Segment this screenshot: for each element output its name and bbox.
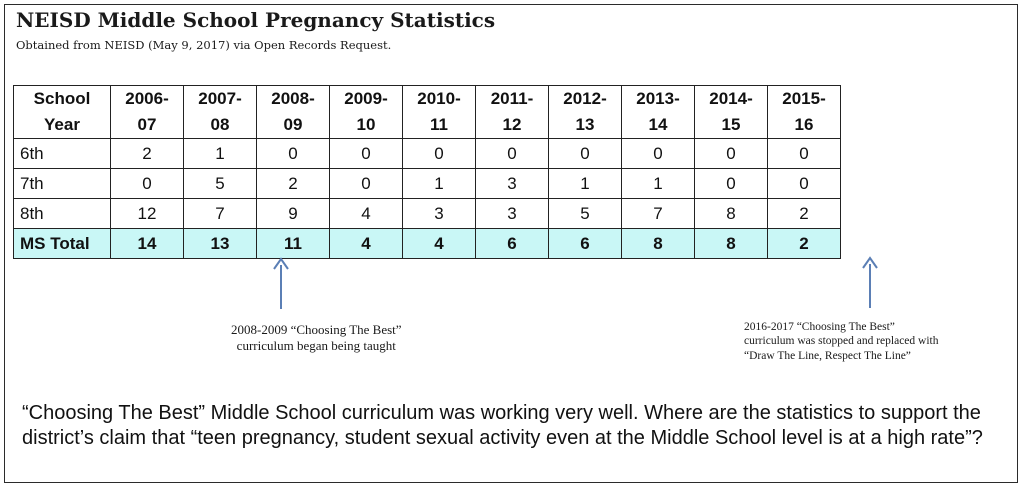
- table-cell: 0: [475, 138, 549, 169]
- year-line1: 2015-: [782, 89, 826, 108]
- annotation-2008: 2008-2009 “Choosing The Best” curriculum…: [231, 322, 402, 355]
- table-cell: 0: [402, 138, 476, 169]
- annotation-line: 2016-2017 “Choosing The Best”: [744, 321, 895, 333]
- year-line1: 2007-: [198, 89, 242, 108]
- row-label: 6th: [13, 138, 111, 169]
- pregnancy-stats-table: School Year 2006- 07 2007- 08 2008- 09 2009…: [13, 85, 841, 259]
- table-cell: 0: [767, 168, 841, 199]
- row-label: 8th: [13, 198, 111, 229]
- table-cell: 5: [183, 168, 257, 199]
- year-line1: 2008-: [271, 89, 315, 108]
- table-cell: 9: [256, 198, 330, 229]
- annotation-line: curriculum began being taught: [236, 338, 396, 354]
- table-cell: 8: [694, 198, 768, 229]
- table-row-8th: 8th 12 7 9 4 3 3 5 7 8 2: [13, 198, 841, 229]
- table-row-ms-total: MS Total 14 13 11 4 4 6 6 8 8 2: [13, 228, 841, 259]
- year-line2: 12: [502, 115, 522, 134]
- header-year: 2009- 10: [329, 85, 403, 139]
- year-line2: 10: [356, 115, 376, 134]
- table-cell: 3: [475, 168, 549, 199]
- year-line2: 08: [210, 115, 230, 134]
- year-line2: 15: [721, 115, 741, 134]
- year-line1: 2012-: [563, 89, 607, 108]
- total-cell: 2: [767, 228, 841, 259]
- total-cell: 4: [402, 228, 476, 259]
- table-cell: 0: [110, 168, 184, 199]
- header-year: 2006- 07: [110, 85, 184, 139]
- table-cell: 0: [256, 138, 330, 169]
- table-cell: 4: [329, 198, 403, 229]
- table-cell: 3: [475, 198, 549, 229]
- table-cell: 0: [694, 168, 768, 199]
- year-line1: 2010-: [417, 89, 461, 108]
- year-line1: 2009-: [344, 89, 388, 108]
- up-arrow-icon: [273, 257, 289, 309]
- year-line2: 14: [648, 115, 668, 134]
- header-school-year: School Year: [13, 85, 111, 139]
- year-line1: 2014-: [709, 89, 753, 108]
- table-cell: 0: [548, 138, 622, 169]
- table-cell: 1: [183, 138, 257, 169]
- header-year: 2012- 13: [548, 85, 622, 139]
- annotation-line: curriculum was stopped and replaced with: [744, 335, 939, 348]
- header-label-line2: Year: [44, 115, 80, 134]
- header-year: 2011- 12: [475, 85, 549, 139]
- year-line2: 11: [430, 115, 448, 134]
- total-cell: 14: [110, 228, 184, 259]
- table-cell: 0: [694, 138, 768, 169]
- total-cell: 6: [548, 228, 622, 259]
- table-cell: 7: [183, 198, 257, 229]
- table-cell: 0: [329, 138, 403, 169]
- table-row-6th: 6th 2 1 0 0 0 0 0 0 0 0: [13, 138, 841, 169]
- table-header-row: School Year 2006- 07 2007- 08 2008- 09 2009…: [13, 85, 841, 139]
- table-cell: 1: [402, 168, 476, 199]
- header-year: 2013- 14: [621, 85, 695, 139]
- header-label-line1: School: [33, 89, 91, 108]
- table-cell: 2: [256, 168, 330, 199]
- document-frame: NEISD Middle School Pregnancy Statistics…: [4, 4, 1018, 483]
- table-cell: 3: [402, 198, 476, 229]
- body-paragraph: “Choosing The Best” Middle School curric…: [22, 402, 983, 449]
- header-year: 2008- 09: [256, 85, 330, 139]
- year-line1: 2013-: [636, 89, 680, 108]
- year-line2: 16: [794, 115, 814, 134]
- table-cell: 0: [767, 138, 841, 169]
- total-cell: 6: [475, 228, 549, 259]
- row-label: MS Total: [13, 228, 111, 259]
- total-cell: 8: [694, 228, 768, 259]
- total-cell: 11: [256, 228, 330, 259]
- page-subtitle: Obtained from NEISD (May 9, 2017) via Op…: [16, 38, 392, 52]
- annotation-line: 2008-2009 “Choosing The Best”: [231, 322, 402, 337]
- header-year: 2007- 08: [183, 85, 257, 139]
- total-cell: 4: [329, 228, 403, 259]
- year-line2: 07: [137, 115, 157, 134]
- year-line1: 2006-: [125, 89, 169, 108]
- annotation-line: “Draw The Line, Respect The Line”: [744, 349, 911, 362]
- table-cell: 1: [621, 168, 695, 199]
- year-line1: 2011-: [490, 89, 534, 108]
- header-year: 2014- 15: [694, 85, 768, 139]
- table-row-7th: 7th 0 5 2 0 1 3 1 1 0 0: [13, 168, 841, 199]
- table-cell: 0: [329, 168, 403, 199]
- page-title: NEISD Middle School Pregnancy Statistics: [16, 8, 496, 32]
- table-cell: 2: [110, 138, 184, 169]
- table-cell: 12: [110, 198, 184, 229]
- total-cell: 13: [183, 228, 257, 259]
- year-line2: 09: [283, 115, 303, 134]
- table-cell: 2: [767, 198, 841, 229]
- table-cell: 0: [621, 138, 695, 169]
- up-arrow-icon: [862, 256, 878, 308]
- row-label: 7th: [13, 168, 111, 199]
- total-cell: 8: [621, 228, 695, 259]
- header-year: 2010- 11: [402, 85, 476, 139]
- header-year: 2015- 16: [767, 85, 841, 139]
- table-cell: 1: [548, 168, 622, 199]
- table-cell: 7: [621, 198, 695, 229]
- annotation-2016: 2016-2017 “Choosing The Best” curriculum…: [744, 320, 938, 363]
- table-cell: 5: [548, 198, 622, 229]
- year-line2: 13: [575, 115, 595, 134]
